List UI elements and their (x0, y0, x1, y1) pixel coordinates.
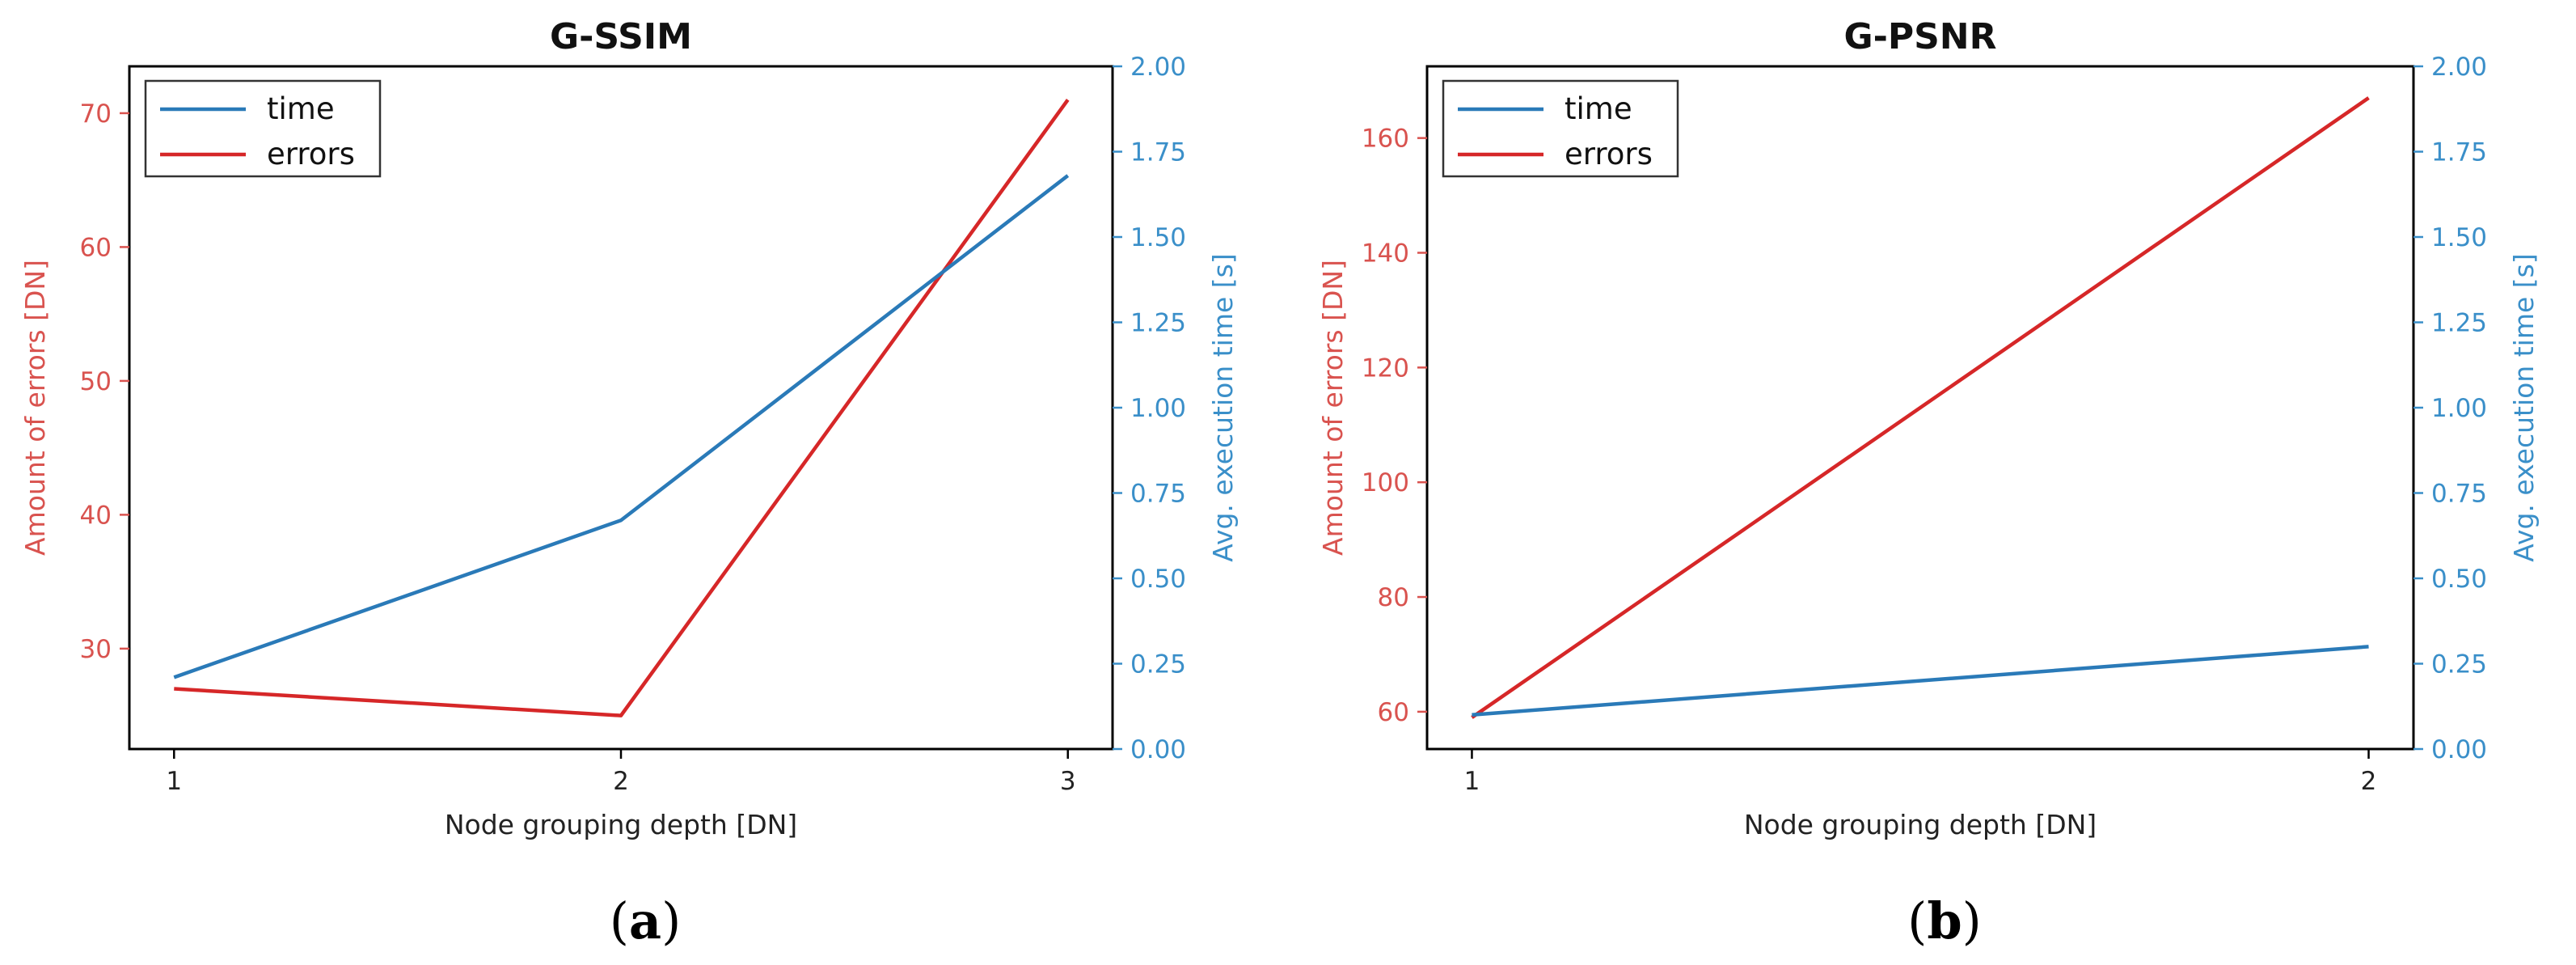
chart-panel-a: G-SSIM 1 2 3 30 40 50 60 70 0.00 0.25 0.50 0.75 1.00 1… (19, 16, 1239, 950)
caption-close-paren: ) (1962, 891, 1982, 950)
left-y-tick-label: 30 (80, 635, 112, 664)
caption-letter: a (629, 891, 661, 950)
right-y-tick-label: 1.50 (1130, 223, 1186, 252)
right-y-tick-label: 1.25 (2431, 309, 2487, 338)
caption-open-paren: ( (1907, 891, 1927, 950)
right-y-axis-label: Avg. execution time [s] (1207, 253, 1239, 561)
legend-label-errors: errors (267, 137, 355, 171)
x-tick-label: 1 (1464, 767, 1480, 796)
legend: time errors (1442, 79, 1679, 178)
right-y-tick-label: 1.25 (1130, 309, 1186, 338)
legend-label-time: time (1565, 91, 1632, 126)
right-y-tick-label: 2.00 (1130, 53, 1186, 82)
caption-close-paren: ) (661, 891, 681, 950)
right-y-tick-label: 1.00 (2431, 394, 2487, 423)
x-axis-label: Node grouping depth [DN] (1744, 809, 2097, 840)
series-line-errors (1471, 96, 2370, 719)
x-tick-label: 1 (166, 767, 182, 796)
left-y-tick-label: 70 (80, 99, 112, 129)
right-y-tick-label: 1.00 (1130, 394, 1186, 423)
left-y-axis-label: Amount of errors [DN] (19, 260, 51, 556)
x-tick-label: 2 (613, 767, 629, 796)
caption-letter: b (1927, 891, 1962, 950)
caption-open-paren: ( (610, 891, 629, 950)
x-axis-label: Node grouping depth [DN] (445, 809, 797, 840)
series-line-errors (174, 99, 1070, 717)
right-y-tick-label: 0.50 (2431, 565, 2487, 594)
right-y-tick-label: 1.75 (2431, 138, 2487, 167)
series-line-time (1472, 645, 2369, 717)
left-y-tick-label: 120 (1362, 353, 1409, 383)
panel-caption: (a) (610, 891, 682, 950)
legend-label-errors: errors (1565, 137, 1653, 171)
left-y-axis-label: Amount of errors [DN] (1317, 260, 1349, 556)
right-y-tick-label: 0.75 (2431, 480, 2487, 509)
right-y-tick-label: 0.25 (2431, 650, 2487, 679)
legend-box (144, 79, 382, 178)
x-tick-label: 2 (2361, 767, 2377, 796)
left-y-tick-label: 50 (80, 367, 112, 396)
legend: time errors (144, 79, 382, 178)
right-y-tick-label: 2.00 (2431, 53, 2487, 82)
right-y-tick-label: 0.75 (1130, 480, 1186, 509)
left-y-tick-label: 80 (1378, 583, 1409, 612)
panel-caption: (b) (1907, 891, 1982, 950)
left-y-tick-label: 60 (80, 233, 112, 262)
left-y-tick-label: 100 (1362, 468, 1409, 497)
right-y-tick-label: 1.75 (1130, 138, 1186, 167)
left-y-tick-label: 40 (80, 501, 112, 530)
right-y-tick-label: 0.25 (1130, 650, 1186, 679)
chart-panel-b: G-PSNR 1 2 60 80 100 120 140 160 0.00 0.25 0.50 0.75… (1317, 16, 2540, 950)
left-y-tick-label: 60 (1378, 698, 1409, 727)
right-y-tick-label: 1.50 (2431, 223, 2487, 252)
legend-label-time: time (267, 91, 335, 126)
right-y-tick-label: 0.00 (2431, 735, 2487, 764)
legend-box (1442, 79, 1679, 178)
left-y-tick-label: 140 (1362, 239, 1409, 269)
chart-title: G-SSIM (550, 16, 692, 57)
series-line-time (173, 174, 1070, 679)
x-tick-label: 3 (1060, 767, 1076, 796)
right-y-tick-label: 0.50 (1130, 565, 1186, 594)
left-y-tick-label: 160 (1362, 125, 1409, 154)
right-y-tick-label: 0.00 (1130, 735, 1186, 764)
right-y-axis-label: Avg. execution time [s] (2508, 253, 2540, 561)
chart-title: G-PSNR (1843, 16, 1996, 57)
